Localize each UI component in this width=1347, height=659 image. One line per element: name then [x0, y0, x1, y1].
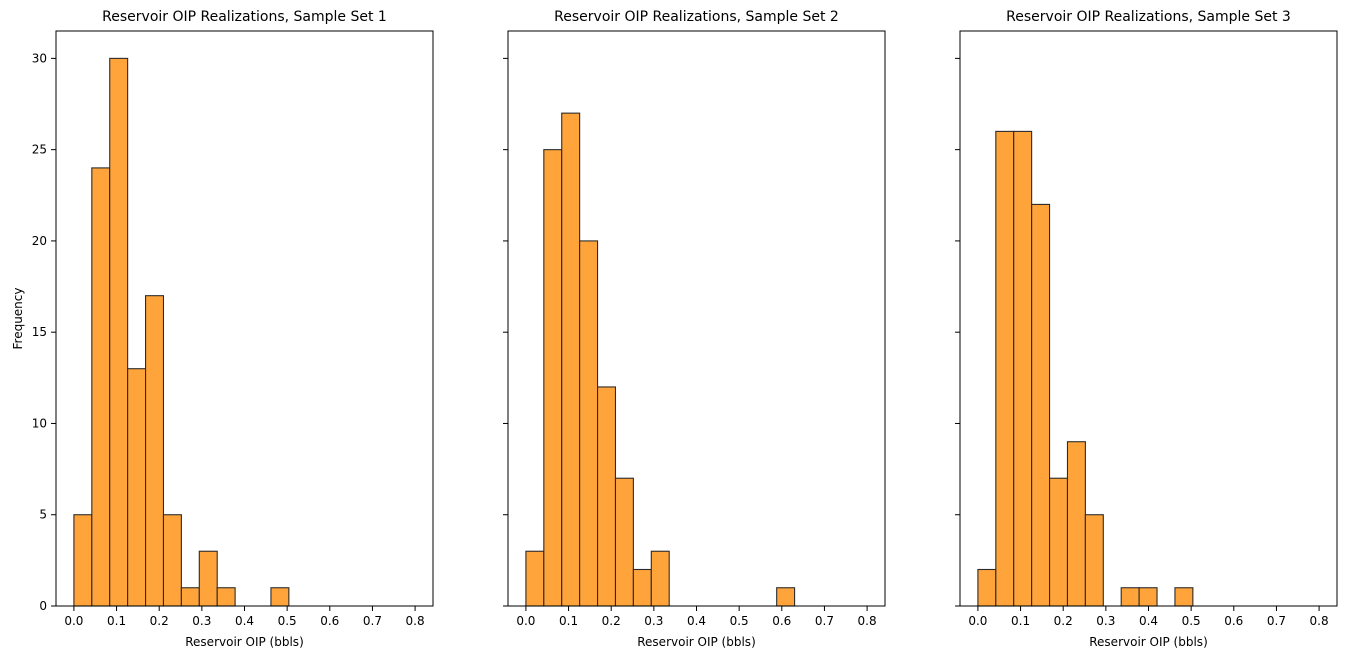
histogram-bar — [162, 514, 182, 607]
x-tick-label: 0.0 — [64, 614, 83, 628]
y-tick-label: 25 — [32, 143, 47, 157]
x-tick-label: 0.4 — [235, 614, 254, 628]
histogram-bar — [73, 514, 93, 607]
x-tick-label: 0.1 — [107, 614, 126, 628]
x-tick-label: 0.8 — [858, 614, 877, 628]
x-tick-label: 0.1 — [559, 614, 578, 628]
y-tick-label: 20 — [32, 234, 47, 248]
histogram-bar — [270, 587, 290, 607]
x-tick-label: 0.4 — [687, 614, 706, 628]
x-tick-label: 0.5 — [730, 614, 749, 628]
histogram-bar — [127, 368, 147, 607]
histogram-bar — [1031, 203, 1051, 607]
x-tick-label: 0.6 — [772, 614, 791, 628]
histogram-bar — [1066, 441, 1086, 607]
histogram-bar — [597, 386, 617, 607]
histogram-bar — [109, 57, 129, 607]
histogram-bar — [216, 587, 236, 607]
x-axis-label: Reservoir OIP (bbls) — [185, 635, 304, 649]
x-tick-label: 0.5 — [278, 614, 297, 628]
x-tick-label: 0.3 — [644, 614, 663, 628]
histogram-bar — [776, 587, 796, 607]
histogram-bar — [1138, 587, 1158, 607]
histogram-bar — [91, 167, 111, 607]
histogram-bar — [561, 112, 581, 607]
y-axis-label: Frequency — [11, 288, 25, 350]
x-tick-label: 0.1 — [1011, 614, 1030, 628]
x-tick-label: 0.3 — [192, 614, 211, 628]
x-tick-label: 0.0 — [968, 614, 987, 628]
x-tick-label: 0.7 — [815, 614, 834, 628]
histogram-bar — [632, 568, 652, 607]
x-tick-label: 0.8 — [1310, 614, 1329, 628]
histogram-bar — [1013, 130, 1033, 607]
x-tick-label: 0.3 — [1096, 614, 1115, 628]
x-tick-label: 0.2 — [1054, 614, 1073, 628]
histogram-bar — [614, 477, 634, 607]
x-axis-label: Reservoir OIP (bbls) — [1089, 635, 1208, 649]
histogram-bar — [579, 240, 599, 607]
y-tick-label: 10 — [32, 416, 47, 430]
histogram-bar — [995, 130, 1015, 607]
x-tick-label: 0.6 — [1224, 614, 1243, 628]
y-tick-label: 15 — [32, 325, 47, 339]
histogram-bar — [180, 587, 200, 607]
chart-title: Reservoir OIP Realizations, Sample Set 1 — [102, 9, 387, 25]
x-tick-label: 0.2 — [150, 614, 169, 628]
histogram-bar — [198, 550, 218, 607]
y-tick-label: 0 — [39, 599, 47, 613]
y-tick-label: 30 — [32, 51, 47, 65]
x-axis-label: Reservoir OIP (bbls) — [637, 635, 756, 649]
x-tick-label: 0.7 — [363, 614, 382, 628]
histogram-bar — [543, 149, 563, 607]
histogram-bar — [1084, 514, 1104, 607]
x-tick-label: 0.4 — [1139, 614, 1158, 628]
histogram-bar — [1120, 587, 1140, 607]
y-tick-label: 5 — [39, 508, 47, 522]
x-tick-label: 0.5 — [1182, 614, 1201, 628]
x-tick-label: 0.0 — [516, 614, 535, 628]
histogram-bar — [650, 550, 670, 607]
x-tick-label: 0.6 — [320, 614, 339, 628]
chart-title: Reservoir OIP Realizations, Sample Set 2 — [554, 9, 839, 25]
histogram-bar — [525, 550, 545, 607]
x-tick-label: 0.2 — [602, 614, 621, 628]
chart-title: Reservoir OIP Realizations, Sample Set 3 — [1006, 9, 1291, 25]
histogram-bar — [1049, 477, 1069, 607]
histogram-bar — [977, 568, 997, 607]
histogram-bar — [145, 295, 165, 607]
x-tick-label: 0.8 — [406, 614, 425, 628]
histogram-bar — [1174, 587, 1194, 607]
x-tick-label: 0.7 — [1267, 614, 1286, 628]
